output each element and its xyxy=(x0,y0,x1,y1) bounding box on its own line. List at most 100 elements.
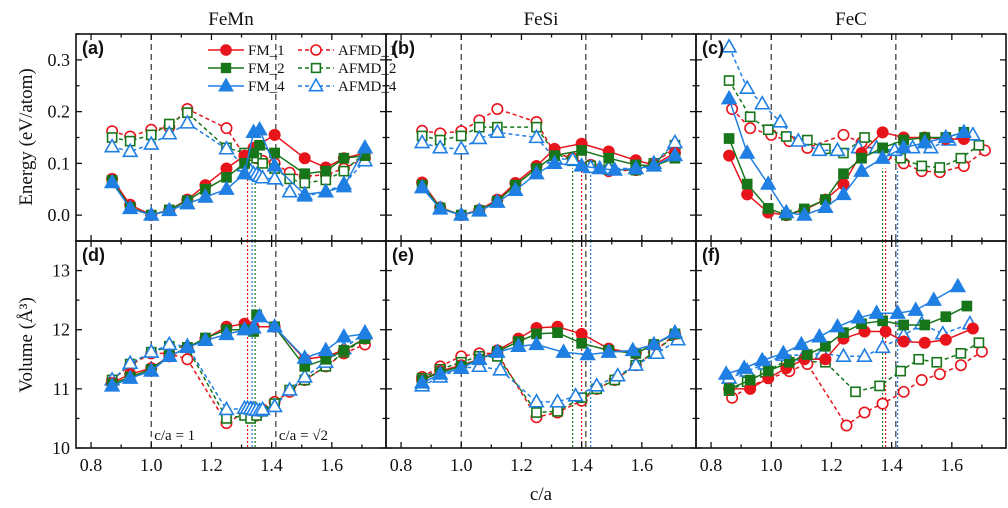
data-point xyxy=(296,349,313,364)
data-point xyxy=(338,165,350,177)
data-point xyxy=(973,139,985,151)
legend-marker xyxy=(220,62,232,74)
data-point xyxy=(793,335,810,351)
data-point xyxy=(720,38,738,53)
panel-b: (b) xyxy=(392,34,684,241)
data-point xyxy=(850,309,867,324)
series-line xyxy=(421,333,676,419)
legend-label: AFMD_2 xyxy=(338,61,396,77)
data-point xyxy=(218,400,235,416)
x-tick-label: 1.6 xyxy=(941,455,964,475)
data-point xyxy=(507,181,524,196)
data-point xyxy=(531,407,542,418)
legend-marker xyxy=(308,77,324,92)
data-point xyxy=(489,123,506,138)
data-point xyxy=(933,368,946,381)
y-tick-label: 0.2 xyxy=(48,102,71,122)
data-point xyxy=(489,193,506,208)
x-tick-label: 1.4 xyxy=(880,455,903,475)
data-point xyxy=(940,311,952,323)
data-point xyxy=(103,138,121,153)
data-point xyxy=(103,377,121,392)
data-point xyxy=(741,188,754,201)
data-point xyxy=(889,304,906,319)
data-point xyxy=(121,369,139,384)
legend-marker xyxy=(220,44,232,56)
data-point xyxy=(281,381,298,396)
panel-d: (d) c/a = 1 c/a = √2 xyxy=(82,241,374,448)
data-point xyxy=(552,327,563,339)
data-point xyxy=(856,347,873,363)
data-point xyxy=(573,157,590,172)
data-point xyxy=(937,128,955,144)
data-point xyxy=(760,175,777,190)
data-point xyxy=(266,157,283,172)
data-point xyxy=(335,328,353,343)
data-point xyxy=(254,400,271,416)
y-tick-label: 12 xyxy=(52,320,70,340)
data-point xyxy=(744,122,757,135)
data-point xyxy=(600,343,617,358)
data-point xyxy=(257,158,268,169)
data-point xyxy=(181,353,194,366)
data-point xyxy=(775,344,792,360)
legend-marker xyxy=(310,44,322,56)
data-point xyxy=(591,159,608,175)
y-tick-label: 0.0 xyxy=(48,205,71,225)
x-tick-label: 1.2 xyxy=(510,455,533,475)
data-point xyxy=(575,327,588,340)
data-point xyxy=(744,374,756,386)
panel-a: (a) xyxy=(82,34,374,241)
data-point xyxy=(218,325,235,341)
data-point xyxy=(720,89,738,105)
x-tick-label: 0.8 xyxy=(80,455,103,475)
data-point xyxy=(648,344,666,360)
data-point xyxy=(179,194,196,210)
data-point xyxy=(829,317,846,333)
data-point xyxy=(161,201,178,217)
x-tick-label: 1.6 xyxy=(321,455,344,475)
data-point xyxy=(723,133,735,144)
data-point xyxy=(356,325,374,340)
data-point xyxy=(762,365,774,377)
legend-label: FM_4 xyxy=(248,79,285,95)
x-axis-title: c/a xyxy=(530,484,553,505)
y-tick-label: 11 xyxy=(53,379,70,399)
panel-e: (e) xyxy=(392,241,687,448)
data-point xyxy=(838,327,849,339)
data-point xyxy=(738,144,756,159)
data-point xyxy=(453,140,470,155)
data-point xyxy=(820,340,831,352)
data-point xyxy=(492,361,509,376)
data-point xyxy=(296,185,313,201)
data-point xyxy=(925,291,942,306)
data-point xyxy=(317,341,335,357)
data-point xyxy=(973,337,985,349)
data-point xyxy=(907,301,924,316)
data-point xyxy=(762,203,774,214)
y-tick-label: 10 xyxy=(52,438,70,458)
data-point xyxy=(576,337,587,349)
data-point xyxy=(338,152,350,164)
data-point xyxy=(143,343,160,358)
series-fm-4 xyxy=(103,307,374,392)
data-point xyxy=(549,393,566,408)
panel-label: (b) xyxy=(392,38,415,58)
data-point xyxy=(850,386,861,398)
x-tick-label: 1.4 xyxy=(570,455,593,475)
data-point xyxy=(552,405,563,417)
data-point xyxy=(876,126,889,139)
x-tick-label: 1.0 xyxy=(450,455,473,475)
data-point xyxy=(934,162,946,173)
legend-label: FM_1 xyxy=(248,43,285,59)
panel-label: (c) xyxy=(702,38,724,58)
x-tick-label: 1.4 xyxy=(260,455,283,475)
data-point xyxy=(723,383,735,395)
data-point xyxy=(161,347,178,363)
data-point xyxy=(858,406,871,419)
data-point xyxy=(266,170,283,185)
series-afmd-1 xyxy=(416,328,681,424)
data-point xyxy=(121,199,139,215)
series-afmd-4 xyxy=(720,38,982,157)
